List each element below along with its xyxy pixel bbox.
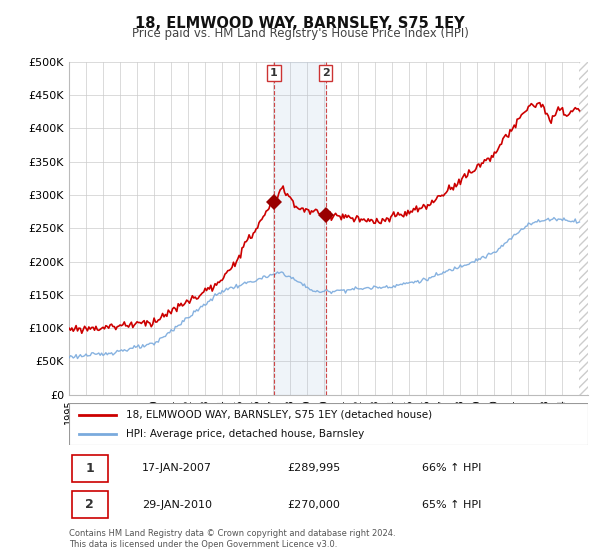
Text: 1: 1 (270, 68, 278, 78)
Text: 18, ELMWOOD WAY, BARNSLEY, S75 1EY (detached house): 18, ELMWOOD WAY, BARNSLEY, S75 1EY (deta… (126, 409, 432, 419)
Text: 65% ↑ HPI: 65% ↑ HPI (422, 500, 481, 510)
Text: 2: 2 (85, 498, 94, 511)
Text: HPI: Average price, detached house, Barnsley: HPI: Average price, detached house, Barn… (126, 429, 364, 439)
Text: 66% ↑ HPI: 66% ↑ HPI (422, 463, 481, 473)
Text: Contains HM Land Registry data © Crown copyright and database right 2024.
This d: Contains HM Land Registry data © Crown c… (69, 529, 395, 549)
Text: £270,000: £270,000 (287, 500, 340, 510)
FancyBboxPatch shape (69, 403, 588, 445)
Bar (580, 62, 588, 395)
Text: Price paid vs. HM Land Registry's House Price Index (HPI): Price paid vs. HM Land Registry's House … (131, 27, 469, 40)
Text: 2: 2 (322, 68, 329, 78)
FancyBboxPatch shape (71, 491, 108, 518)
Text: 1: 1 (85, 461, 94, 475)
Bar (274, 62, 326, 395)
Text: £289,995: £289,995 (287, 463, 340, 473)
Text: 18, ELMWOOD WAY, BARNSLEY, S75 1EY: 18, ELMWOOD WAY, BARNSLEY, S75 1EY (135, 16, 465, 31)
Text: 29-JAN-2010: 29-JAN-2010 (142, 500, 212, 510)
FancyBboxPatch shape (71, 455, 108, 482)
Text: 17-JAN-2007: 17-JAN-2007 (142, 463, 212, 473)
Bar (580, 62, 588, 395)
